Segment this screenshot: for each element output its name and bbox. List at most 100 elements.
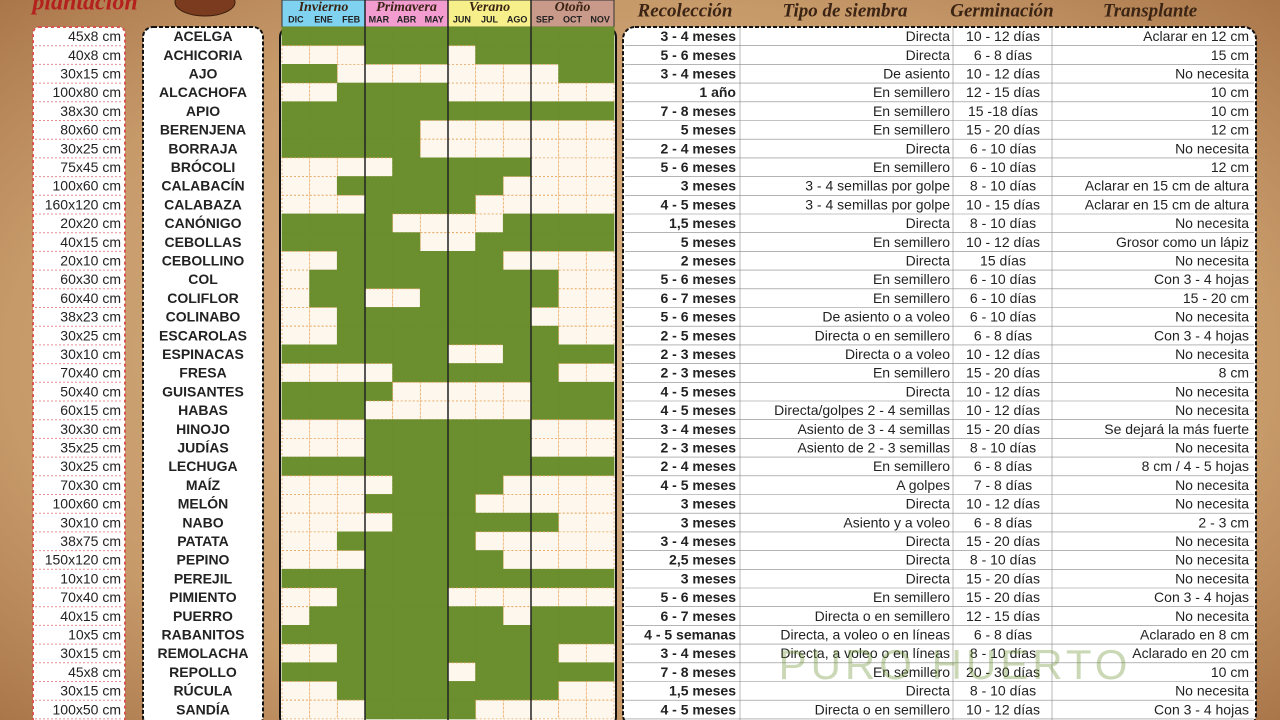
month-cell [392,288,421,308]
month-cell [530,138,560,159]
transplant: No necesita [1175,496,1249,512]
month-cell [558,232,587,252]
month-cell [502,307,532,327]
harvest: 5 - 6 meses [661,159,737,175]
month-cell [392,269,421,290]
month-cell [364,64,394,84]
month-cell [364,325,394,346]
sowing-type: En semillero [873,365,950,381]
month-cell [585,344,615,364]
month-cell [364,288,394,308]
plant-spacing: 30x10 cm [60,514,121,530]
month-cell [585,643,615,664]
month-cell [419,419,449,439]
month-cell [447,681,477,701]
month-cell [447,325,477,346]
month-cell [392,400,421,421]
month-cell [392,232,421,252]
harvest: 7 - 8 meses [661,103,737,119]
month-cell [447,26,477,47]
month-cell [530,325,560,346]
transplant: No necesita [1175,309,1249,325]
transplant: 15 - 20 cm [1183,290,1249,306]
month-cell [447,250,477,271]
harvest: 5 meses [681,234,736,250]
month-cell [336,531,366,552]
name-column-bg [142,26,264,720]
transplant: 10 cm [1211,103,1249,119]
month-cell [530,250,560,271]
month-cell [530,494,560,514]
month-cell [336,381,366,402]
month-cell [419,82,449,103]
plant-spacing: 60x40 cm [60,290,121,306]
plant-spacing: 30x25 cm [60,140,121,156]
month-cell [447,625,477,645]
month-cell [281,194,311,215]
month-cell [585,437,615,458]
sowing-type: De asiento [883,65,950,81]
month-cell [336,550,366,570]
month-cell [530,363,560,383]
month-cell [309,344,338,364]
month-cell [502,82,532,103]
month-cell [558,512,587,533]
sowing-type: De asiento o a voleo [822,309,950,325]
transplant: No necesita [1175,140,1249,156]
plant-spacing: 75x45 cm [60,159,121,175]
month-cell [281,568,311,589]
month-cell [530,475,560,495]
sowing-type: Asiento de 3 - 4 semillas [797,421,950,437]
month-cell [281,120,311,140]
plant-name: BERENJENA [160,122,246,138]
month-cell [530,681,560,701]
month-cell [309,699,338,720]
month-cell [419,512,449,533]
harvest: 3 - 4 meses [661,645,737,661]
month-cell [364,699,394,720]
month-cell [364,213,394,234]
month-cell [558,45,587,65]
month-cell [336,568,366,589]
transplant: Aclarar en 15 cm de altura [1085,196,1249,212]
column-header: Tipo de siembra [783,0,908,21]
month-cell [281,681,311,701]
month-cell [502,250,532,271]
month-cell [309,437,338,458]
transplant: 10 cm [1211,84,1249,100]
month-cell [309,363,338,383]
month-cell [558,363,587,383]
month-cell [419,662,449,682]
month-cell [475,194,504,215]
month-cell [475,138,504,159]
sowing-type: Directa [906,140,951,156]
season-header: Invierno [298,0,349,15]
month-cell [392,568,421,589]
month-cell [502,101,532,121]
harvest: 7 - 8 meses [661,664,737,680]
month-cell [502,512,532,533]
month-cell [585,419,615,439]
month-cell [419,681,449,701]
month-cell [475,400,504,421]
month-cell [281,606,311,626]
month-cell [475,531,504,552]
month-cell [475,381,504,402]
month-cell [530,176,560,196]
month-cell [364,176,394,196]
transplant: Con 3 - 4 hojas [1154,271,1249,287]
month-cell [392,494,421,514]
sowing-type: Directa [906,28,951,44]
month-cell [530,101,560,121]
month-cell [585,288,615,308]
month-cell [530,419,560,439]
month-cell [364,250,394,271]
month-cell [585,101,615,121]
plant-spacing: 45x8 cm [68,664,121,680]
month-cell [364,568,394,589]
month-cell [419,494,449,514]
month-cell [447,662,477,682]
month-cell [309,64,338,84]
transplant: Aclarar en 12 cm [1143,28,1249,44]
